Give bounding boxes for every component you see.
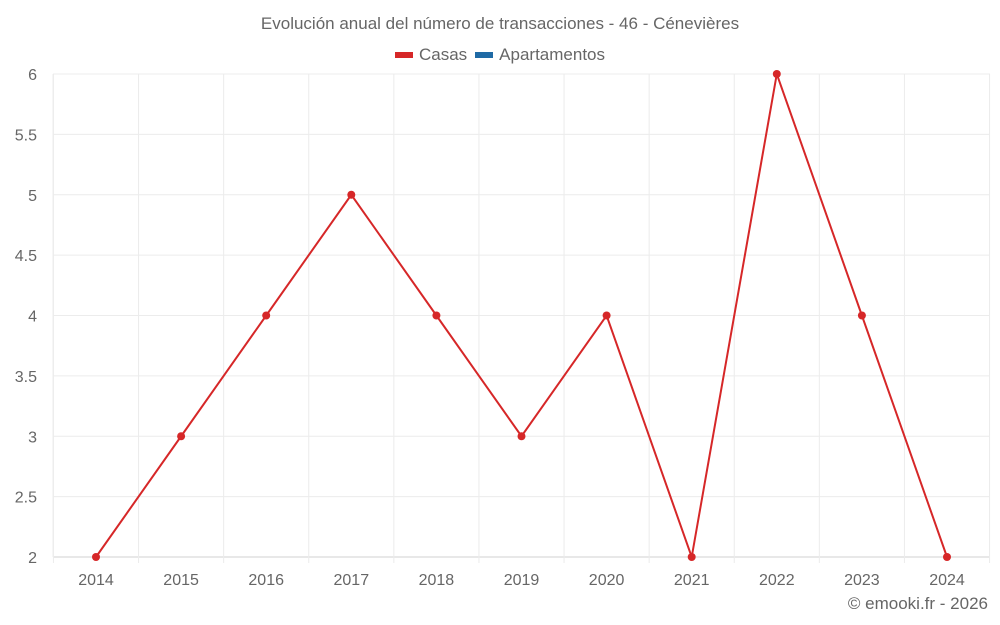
y-tick-label: 5.5 [15, 127, 37, 144]
legend-swatch-casas [394, 52, 413, 58]
legend-label-casas: Casas [418, 45, 468, 64]
x-tick-label: 2021 [674, 572, 710, 589]
x-tick-label: 2023 [844, 572, 880, 589]
data-point[interactable] [687, 553, 696, 561]
legend-swatch-apartamentos [475, 52, 494, 58]
chart-legend: Casas Apartamentos [0, 45, 1000, 65]
data-point[interactable] [177, 432, 186, 441]
legend-label-apartamentos: Apartamentos [499, 45, 606, 64]
y-tick-label: 6 [28, 67, 37, 84]
y-tick-label: 5 [28, 188, 37, 205]
data-point[interactable] [92, 553, 100, 561]
x-tick-label: 2020 [589, 572, 625, 589]
y-tick-label: 3.5 [15, 369, 37, 386]
x-tick-label: 2019 [504, 572, 540, 589]
y-tick-label: 4 [28, 309, 37, 326]
x-tick-label: 2015 [163, 572, 199, 589]
x-tick-label: 2018 [419, 572, 455, 589]
x-tick-label: 2016 [248, 572, 284, 589]
y-tick-label: 2 [28, 550, 37, 567]
data-point[interactable] [432, 311, 441, 320]
data-point[interactable] [517, 432, 526, 441]
data-point[interactable] [602, 311, 611, 320]
data-point[interactable] [262, 311, 271, 320]
legend-item-apartamentos[interactable]: Apartamentos [475, 45, 605, 65]
y-tick-label: 3 [28, 429, 37, 446]
data-point[interactable] [772, 70, 781, 78]
data-point[interactable] [347, 190, 356, 199]
x-tick-label: 2024 [929, 572, 965, 589]
data-point[interactable] [943, 553, 951, 561]
chart-title: Evolución anual del número de transaccio… [260, 14, 740, 33]
x-tick-label: 2014 [78, 572, 114, 589]
data-point[interactable] [857, 311, 866, 320]
y-tick-label: 4.5 [15, 248, 37, 265]
legend-item-casas[interactable]: Casas [394, 45, 468, 65]
x-tick-label: 2022 [759, 572, 795, 589]
y-tick-label: 2.5 [15, 490, 37, 507]
x-tick-label: 2017 [334, 572, 370, 589]
credit-text: © emooki.fr - 2026 [847, 594, 988, 613]
